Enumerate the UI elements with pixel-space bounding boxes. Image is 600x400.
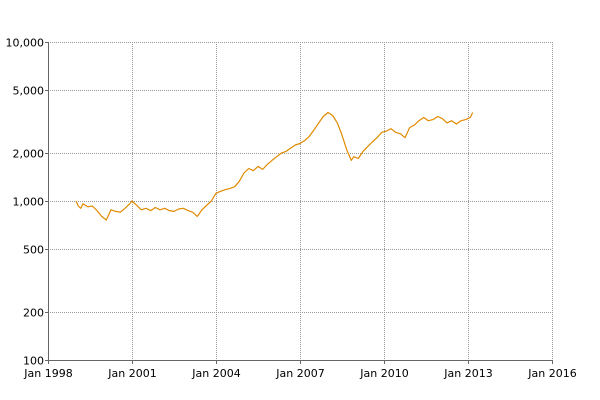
y-tick-label: 500 [23,244,44,257]
tick-labels: 100 200 500 1,000 2,000 5,000 10,000 Jan 1998 Ja… [6,37,577,381]
y-tick-label: 200 [23,307,44,320]
x-tick-label: Jan 2016 [527,367,576,380]
y-tick-label: 2,000 [13,148,45,161]
series-line-0 [75,111,474,221]
axes [45,42,553,364]
y-tick-label: 1,000 [13,196,45,209]
y-tick-label: 100 [23,355,44,368]
grid [48,42,553,361]
x-tick-label: Jan 2004 [191,367,240,380]
y-tick-label: 5,000 [13,85,45,98]
x-tick-label: Jan 2001 [107,367,156,380]
x-tick-label: Jan 2013 [443,367,492,380]
series-layer [75,111,474,221]
x-tick-label: Jan 2010 [359,367,408,380]
x-tick-label: Jan 1998 [23,367,72,380]
y-tick-label: 10,000 [6,37,45,50]
x-tick-label: Jan 2007 [275,367,324,380]
